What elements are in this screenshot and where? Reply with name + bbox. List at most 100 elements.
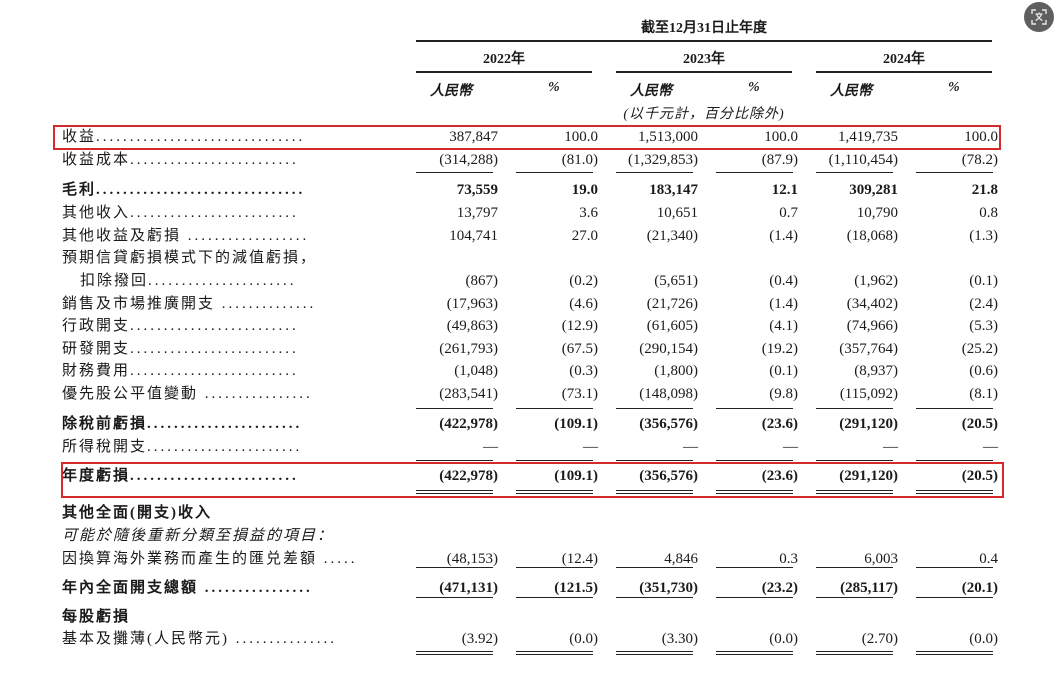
subtotal-rule bbox=[516, 172, 593, 173]
table-row: 因換算海外業務而產生的匯兑差額 ..... (48,153) (12.4) 4,846… bbox=[0, 549, 1057, 572]
subtotal-rule bbox=[816, 567, 893, 568]
subtotal-rule bbox=[416, 172, 493, 173]
row-label: 優先股公平值變動 ................ bbox=[62, 384, 386, 404]
pct-value: 21.8 bbox=[971, 182, 998, 198]
table-row: 年內全面開支總額 ................ (471,131) (121.5… bbox=[0, 578, 1057, 601]
total-double-rule bbox=[916, 490, 993, 494]
rmb-value: (8,937) bbox=[854, 363, 898, 379]
pct-value: (9.8) bbox=[769, 386, 798, 402]
subtotal-rule bbox=[816, 408, 893, 409]
row-label: 毛利............................... bbox=[62, 180, 386, 200]
pct-value: (19.2) bbox=[761, 341, 798, 357]
rmb-value: (357,764) bbox=[839, 341, 898, 357]
row-label: 除稅前虧損....................... bbox=[62, 414, 386, 434]
subtotal-rule bbox=[616, 408, 693, 409]
table-row: 收益............................... 387,847… bbox=[0, 127, 1057, 150]
rmb-value: 13,797 bbox=[456, 205, 498, 221]
pct-value: (0.0) bbox=[969, 631, 998, 647]
pct-value: (20.1) bbox=[961, 580, 998, 596]
pct-value: (4.6) bbox=[569, 296, 598, 312]
subtotal-rule bbox=[416, 460, 493, 461]
subtotal-rule bbox=[716, 172, 793, 173]
year-rule bbox=[616, 71, 792, 73]
col-rmb-heading: 人民幣 bbox=[830, 84, 872, 99]
row-label-text: 其他全面(開支)收入 bbox=[62, 505, 212, 521]
pct-value: (81.0) bbox=[561, 152, 598, 168]
rmb-value: (422,978) bbox=[439, 468, 498, 484]
row-label-text: 扣除撥回 bbox=[80, 273, 149, 289]
year-2024-heading: 2024年 bbox=[883, 52, 925, 67]
rmb-value: 73,559 bbox=[456, 182, 498, 198]
row-label: 研發開支......................... bbox=[62, 339, 386, 359]
dot-leader: ......................... bbox=[130, 152, 299, 168]
pct-value: 100.0 bbox=[564, 129, 598, 145]
subtotal-rule bbox=[516, 567, 593, 568]
col-pct-heading: % bbox=[548, 80, 560, 95]
row-label-text: 預期信貸虧損模式下的減值虧損， bbox=[62, 250, 318, 266]
table-row: 所得稅開支....................... — — — — — — bbox=[0, 437, 1057, 460]
subtotal-rule bbox=[916, 597, 993, 598]
rmb-value: (356,576) bbox=[639, 468, 698, 484]
table-row: 預期信貸虧損模式下的減值虧損， bbox=[0, 248, 1057, 271]
table-row: 可能於隨後重新分類至損益的項目： bbox=[0, 526, 1057, 549]
rmb-value: (471,131) bbox=[439, 580, 498, 596]
rmb-value: (48,153) bbox=[446, 551, 498, 567]
rmb-value: (1,110,454) bbox=[828, 152, 898, 168]
subtotal-rule bbox=[716, 408, 793, 409]
row-label: 每股虧損 bbox=[62, 607, 386, 627]
pct-value: 27.0 bbox=[571, 228, 598, 244]
rmb-value: (1,962) bbox=[854, 273, 898, 289]
rmb-value: 183,147 bbox=[649, 182, 698, 198]
row-label-text: 可能於隨後重新分類至損益的項目： bbox=[62, 528, 335, 544]
row-label-text: 行政開支 bbox=[62, 318, 131, 334]
row-label: 基本及攤薄(人民幣元) ............... bbox=[62, 629, 386, 649]
subtotal-rule bbox=[816, 172, 893, 173]
pct-value: (1.3) bbox=[969, 228, 998, 244]
pct-value: (109.1) bbox=[554, 468, 598, 484]
subtotal-rule bbox=[616, 172, 693, 173]
table-row: 毛利............................... 73,559 1… bbox=[0, 180, 1057, 203]
pct-value: (0.2) bbox=[569, 273, 598, 289]
pct-value: — bbox=[783, 439, 798, 455]
pct-value: (5.3) bbox=[969, 318, 998, 334]
row-label-text: 財務費用 bbox=[62, 363, 131, 379]
table-row: 除稅前虧損....................... (422,978) (10… bbox=[0, 414, 1057, 437]
rmb-value: (351,730) bbox=[639, 580, 698, 596]
rmb-value: (2.70) bbox=[861, 631, 898, 647]
col-rmb-heading: 人民幣 bbox=[430, 84, 472, 99]
dot-leader: .................. bbox=[181, 228, 310, 244]
dot-leader: ....................... bbox=[147, 439, 303, 455]
pct-value: 0.8 bbox=[979, 205, 998, 221]
pct-value: (1.4) bbox=[769, 228, 798, 244]
rmb-value: (148,098) bbox=[639, 386, 698, 402]
rmb-value: (291,120) bbox=[839, 416, 898, 432]
total-double-rule bbox=[516, 490, 593, 494]
pct-value: (4.1) bbox=[769, 318, 798, 334]
pct-value: (23.6) bbox=[761, 468, 798, 484]
rmb-value: (314,288) bbox=[439, 152, 498, 168]
rmb-value: 309,281 bbox=[849, 182, 898, 198]
pct-value: (0.0) bbox=[769, 631, 798, 647]
subtotal-rule bbox=[716, 567, 793, 568]
rmb-value: (49,863) bbox=[446, 318, 498, 334]
dot-leader: ................ bbox=[198, 386, 313, 402]
row-label-text: 年內全面開支總額 bbox=[62, 580, 199, 596]
subtotal-rule bbox=[416, 597, 493, 598]
row-label-text: 所得稅開支 bbox=[62, 439, 148, 455]
subtotal-rule bbox=[616, 567, 693, 568]
row-label: 收益成本......................... bbox=[62, 150, 386, 170]
row-label-text: 收益成本 bbox=[62, 152, 131, 168]
translate-button[interactable] bbox=[1024, 2, 1054, 32]
pct-value: (87.9) bbox=[761, 152, 798, 168]
pct-value: (0.1) bbox=[969, 273, 998, 289]
total-double-rule bbox=[416, 490, 493, 494]
rmb-value: (422,978) bbox=[439, 416, 498, 432]
pct-value: — bbox=[983, 439, 998, 455]
table-row: 扣除撥回...................... (867) (0.2) (5,6… bbox=[0, 271, 1057, 294]
col-pct-heading: % bbox=[748, 80, 760, 95]
pct-value: (23.2) bbox=[761, 580, 798, 596]
row-label: 年內全面開支總額 ................ bbox=[62, 578, 386, 598]
subtotal-rule bbox=[516, 408, 593, 409]
dot-leader: ......................... bbox=[130, 318, 299, 334]
pct-value: 100.0 bbox=[964, 129, 998, 145]
